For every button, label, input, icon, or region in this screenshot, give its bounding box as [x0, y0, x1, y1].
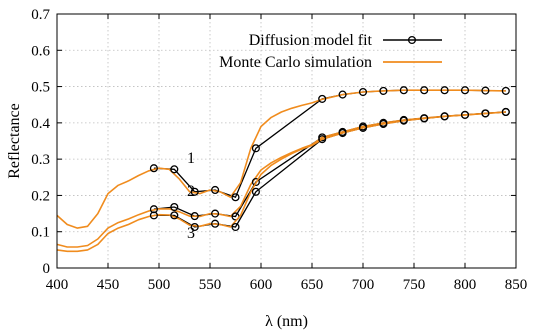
- curve-3-diffusion-point: [318, 135, 327, 144]
- x-tick-label: 400: [46, 277, 69, 293]
- curve-2-diffusion-line: [153, 111, 506, 218]
- curve-1-diffusion-point: [170, 165, 179, 174]
- grid: [57, 14, 516, 268]
- curve-1-diffusion-point: [420, 86, 429, 95]
- curve-labels: 1 2 3: [187, 150, 195, 242]
- curve-1-diffusion-point: [190, 187, 199, 196]
- y-tick-label: 0.3: [31, 152, 50, 168]
- y-tick-label: 0.2: [31, 188, 50, 204]
- legend-diffusion-marker: [407, 35, 417, 45]
- curve-3-diffusion-point: [379, 119, 388, 128]
- curve-2-diffusion-point: [190, 212, 199, 221]
- y-tick-label: 0.1: [31, 225, 50, 241]
- x-tick-label: 850: [505, 277, 528, 293]
- curve-1-diffusion-point: [251, 144, 260, 153]
- x-tick-label: 700: [352, 277, 375, 293]
- curve-1-diffusion-point: [399, 86, 408, 95]
- axis-ticks: 400 450 500 550 600 650 700 750 800 850 0 0.1 0.2 0.3…: [31, 7, 527, 293]
- x-tick-label: 450: [97, 277, 120, 293]
- curve-2-diffusion-point: [170, 202, 179, 212]
- curve-3-diffusion-point: [251, 187, 260, 196]
- series-layer: [56, 86, 510, 253]
- curve-3-diffusion-point: [149, 211, 158, 220]
- x-tick-label: 650: [301, 277, 324, 293]
- curve-3-diffusion-point: [358, 123, 368, 132]
- curve-3-diffusion-point: [338, 128, 347, 138]
- x-tick-label: 750: [403, 277, 426, 293]
- curve-1-diffusion-point: [379, 86, 388, 95]
- y-axis-label: Reflectance: [6, 103, 23, 179]
- curve-3-diffusion-point: [190, 222, 199, 232]
- curve-3-diffusion-point: [440, 112, 449, 121]
- legend: Diffusion model fit Monte Carlo simulatio…: [219, 32, 442, 71]
- curve-1-diffusion-point: [460, 86, 470, 95]
- curve-1-diffusion-point: [149, 164, 158, 173]
- x-tick-label: 800: [454, 277, 477, 293]
- y-tick-label: 0: [43, 261, 51, 277]
- curve-1-diffusion-point: [440, 86, 449, 95]
- curve-3-diffusion-line: [153, 111, 506, 228]
- x-tick-label: 500: [148, 277, 171, 293]
- curve-1-diffusion-line: [153, 89, 506, 199]
- curve-label-3: 3: [187, 225, 195, 242]
- curve-1-diffusion-point: [211, 185, 220, 195]
- x-tick-label: 600: [250, 277, 273, 293]
- curve-3-monte-carlo-line: [56, 111, 506, 253]
- curve-3-diffusion-point: [420, 114, 429, 123]
- curve-1-diffusion-point: [318, 94, 327, 103]
- curve-3-diffusion-point: [231, 222, 240, 232]
- curve-2-diffusion-point: [211, 209, 220, 218]
- y-tick-label: 0.4: [31, 116, 50, 132]
- curve-3-diffusion-point: [501, 107, 510, 117]
- curve-1-diffusion-point: [501, 86, 510, 95]
- x-axis-label: λ (nm): [265, 313, 308, 330]
- curve-1-diffusion-point: [358, 87, 368, 97]
- curve-3: [56, 107, 510, 253]
- curve-3-diffusion-point: [211, 219, 220, 228]
- curve-label-1: 1: [187, 150, 195, 167]
- curve-3-diffusion-point: [399, 116, 408, 125]
- legend-label: Monte Carlo simulation: [219, 54, 372, 71]
- y-tick-label: 0.7: [31, 7, 50, 23]
- y-tick-label: 0.5: [31, 80, 50, 96]
- curve-1: [56, 86, 510, 229]
- curve-label-2: 2: [187, 183, 195, 200]
- y-tick-label: 0.6: [31, 43, 50, 59]
- curve-3-diffusion-point: [481, 109, 490, 118]
- curve-1-diffusion-point: [231, 193, 240, 202]
- curve-3-diffusion-point: [170, 211, 179, 220]
- curve-1-diffusion-point: [481, 86, 490, 95]
- curve-2-diffusion-point: [251, 177, 260, 187]
- x-tick-label: 550: [199, 277, 222, 293]
- curve-3-diffusion-point: [460, 110, 470, 119]
- plot-frame: [56, 13, 517, 269]
- curve-1-diffusion-point: [338, 90, 347, 99]
- legend-label: Diffusion model fit: [249, 32, 373, 49]
